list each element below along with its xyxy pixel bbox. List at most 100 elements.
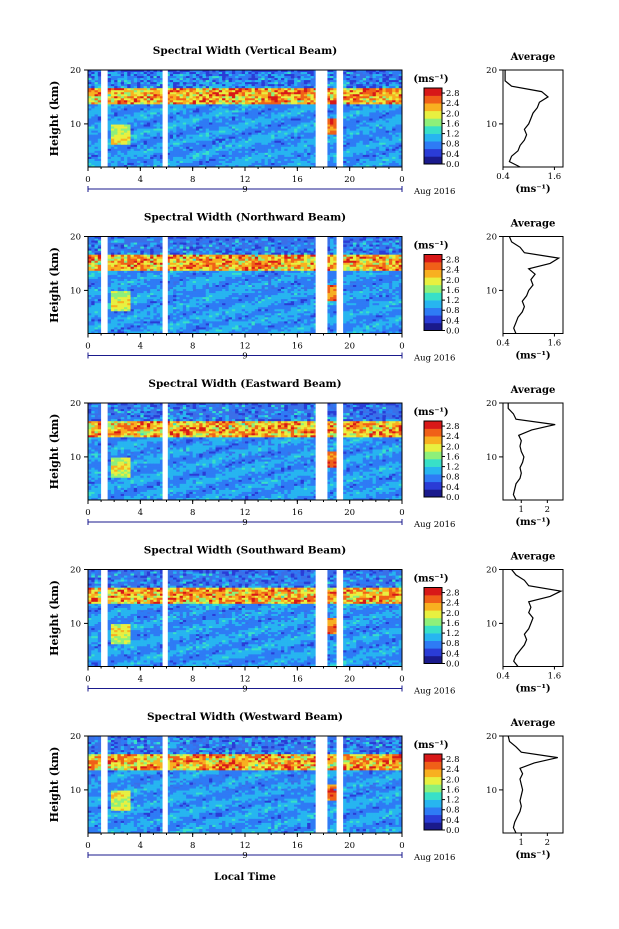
heatmap-cell xyxy=(271,86,275,89)
avg-y-tick-label: 10 xyxy=(486,120,497,130)
heatmap-cell xyxy=(290,112,295,115)
heatmap-cell xyxy=(173,256,177,260)
heatmap-cell xyxy=(228,88,233,91)
heatmap-cell xyxy=(176,74,180,77)
heatmap-cell xyxy=(159,106,164,109)
heatmap-cell xyxy=(333,250,337,253)
heatmap-cell xyxy=(271,254,275,258)
heatmap-cell xyxy=(192,254,197,258)
heatmap-cell xyxy=(228,76,233,79)
heatmap-cell xyxy=(290,130,295,133)
heatmap-cell xyxy=(199,102,203,105)
heatmap-cell xyxy=(215,254,220,258)
heatmap-cell xyxy=(294,144,298,148)
heatmap-cell xyxy=(261,158,265,162)
heatmap-cell xyxy=(166,94,171,97)
heatmap-cell xyxy=(343,84,347,87)
heatmap-cell xyxy=(366,158,370,162)
heatmap-cell xyxy=(398,86,402,89)
heatmap-cell xyxy=(179,94,184,97)
heatmap-cell xyxy=(195,80,200,83)
heatmap-cell xyxy=(251,248,256,251)
heatmap-cell xyxy=(330,72,334,75)
heatmap-cell xyxy=(137,144,141,148)
heatmap-cell xyxy=(388,254,393,258)
heatmap-cell xyxy=(212,100,216,103)
heatmap-cell xyxy=(290,252,295,255)
heatmap-cell xyxy=(241,252,246,255)
heatmap-cell xyxy=(277,112,282,115)
heatmap-cell xyxy=(307,122,311,125)
heatmap-cell xyxy=(123,120,128,123)
heatmap-cell xyxy=(91,86,95,89)
heatmap-cell xyxy=(97,126,102,129)
heatmap-cell xyxy=(392,144,396,148)
heatmap-cell xyxy=(267,160,272,164)
heatmap-cell xyxy=(307,250,311,253)
heatmap-cell xyxy=(248,240,252,243)
heatmap-cell xyxy=(287,252,292,255)
heatmap-cell xyxy=(235,110,239,113)
heatmap-cell xyxy=(359,158,364,162)
heatmap-cell xyxy=(297,98,301,101)
heatmap-cell xyxy=(385,142,390,146)
heatmap-cell xyxy=(333,78,337,81)
data-gap xyxy=(336,70,344,167)
heatmap-cell xyxy=(287,94,292,97)
heatmap-cell xyxy=(267,108,272,111)
heatmap-cell xyxy=(366,108,370,111)
heatmap-cell xyxy=(91,260,95,264)
heatmap-cell xyxy=(303,154,308,158)
heatmap-cell xyxy=(199,162,203,166)
heatmap-cell xyxy=(202,158,207,162)
heatmap-cell xyxy=(120,78,125,81)
heatmap-cell xyxy=(382,80,386,83)
heatmap-cell xyxy=(218,104,223,107)
heatmap-cell xyxy=(280,134,285,137)
heatmap-cell xyxy=(117,76,122,79)
heatmap-cell xyxy=(280,254,285,258)
heatmap-cell xyxy=(388,86,393,89)
heatmap-cell xyxy=(330,132,334,135)
heatmap-cell xyxy=(117,152,122,156)
heatmap-cell xyxy=(225,164,229,167)
heatmap-cell xyxy=(385,88,390,91)
heatmap-cell xyxy=(388,80,393,83)
heatmap-cell xyxy=(245,114,249,117)
heatmap-cell xyxy=(195,130,200,133)
heatmap-cell xyxy=(297,238,301,241)
heatmap-cell xyxy=(264,256,269,260)
heatmap-cell xyxy=(382,82,386,85)
heatmap-cell xyxy=(202,162,207,166)
heatmap-cell xyxy=(267,236,272,239)
heatmap-cell xyxy=(143,82,148,85)
heatmap-cell xyxy=(137,126,141,129)
heatmap-cell xyxy=(153,116,157,119)
heatmap-cell xyxy=(280,112,285,115)
heatmap-cell xyxy=(297,252,301,255)
heatmap-cell xyxy=(398,122,402,125)
heatmap-cell xyxy=(143,128,148,131)
heatmap-cell xyxy=(215,130,220,133)
heatmap-cell xyxy=(97,102,102,105)
heatmap-cell xyxy=(127,258,131,262)
heatmap-cell xyxy=(107,72,112,75)
heatmap-cell xyxy=(225,258,229,262)
heatmap-cell xyxy=(261,90,265,93)
heatmap-cell xyxy=(222,98,226,101)
heatmap-cell xyxy=(110,164,115,167)
heatmap-cell xyxy=(218,86,223,89)
heatmap-cell xyxy=(398,124,402,127)
heatmap-cell xyxy=(140,258,144,262)
heatmap-cell xyxy=(123,98,128,101)
heatmap-cell xyxy=(245,86,249,89)
heatmap-cell xyxy=(303,116,308,119)
heatmap-cell xyxy=(189,102,193,105)
heatmap-cell xyxy=(127,92,131,95)
heatmap-cell xyxy=(313,164,318,167)
heatmap-cell xyxy=(356,116,360,119)
heatmap-cell xyxy=(114,256,118,260)
heatmap-cell xyxy=(245,100,249,103)
heatmap-cell xyxy=(169,114,174,117)
heatmap-cell xyxy=(300,104,305,107)
